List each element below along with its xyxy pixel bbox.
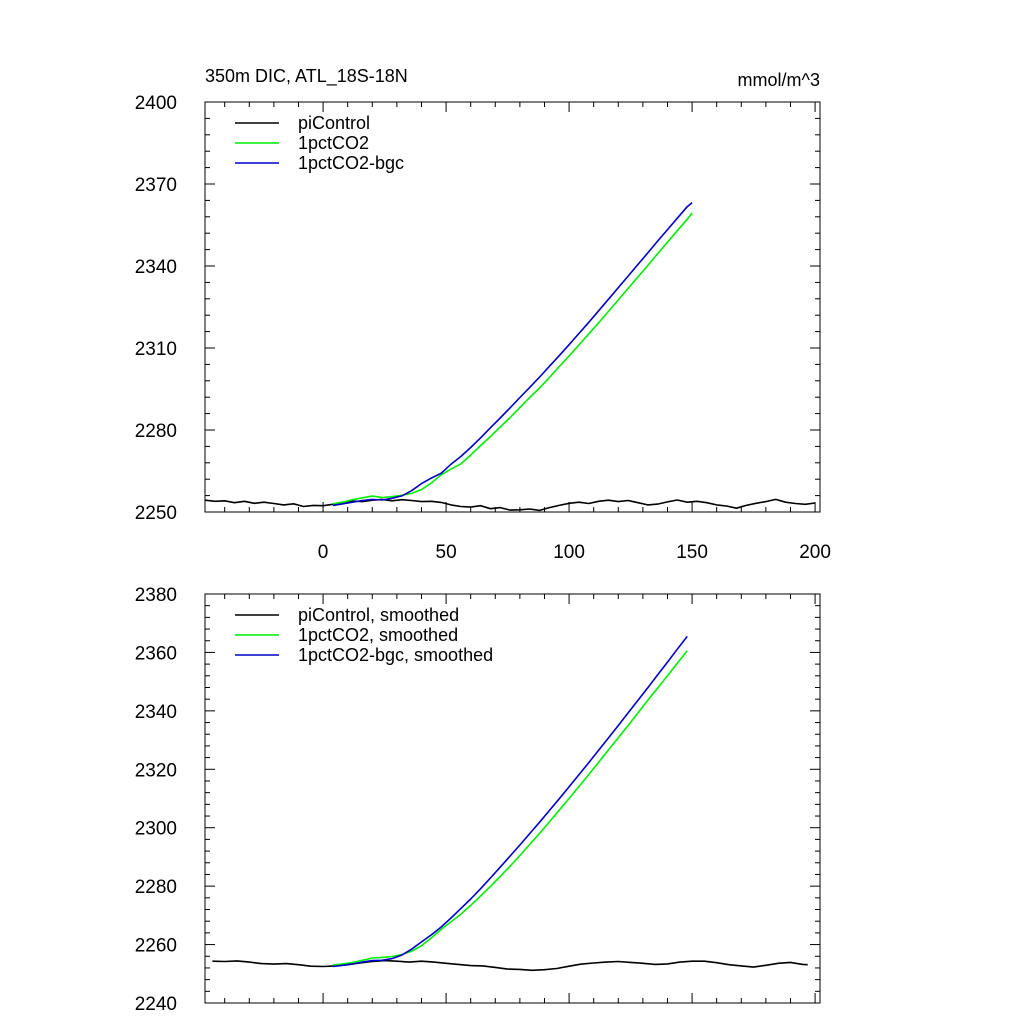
panel-2: 2240 2260 2280 2300 2320 2340 2360 2380 piContro… [135,585,821,1015]
x-tick-label: 0 [318,542,329,563]
series-line-1pctco2 [332,212,693,505]
series-line-picontrol [205,498,816,512]
y-tick-label: 2300 [135,819,177,840]
y-tick-label: 2280 [135,421,177,442]
units-label: mmol/m^3 [738,70,820,90]
y-tick-label: 2340 [135,702,177,723]
y-tick-label: 2360 [135,643,177,664]
x-tick-label: 150 [676,542,708,563]
series-line-picontrol-smoothed [212,959,808,972]
y-tick-label: 2240 [135,994,177,1015]
legend-label-1pctco2-bgc-smoothed: 1pctCO2-bgc, smoothed [298,645,493,665]
plot-frame [204,593,821,1004]
y-tick-label: 2320 [135,760,177,781]
legend-label-1pctco2: 1pctCO2 [298,133,369,153]
legend-label-1pctco2-bgc: 1pctCO2-bgc [298,153,404,173]
legend-label-picontrol-smoothed: piControl, smoothed [298,605,459,625]
legend-label-1pctco2-smoothed: 1pctCO2, smoothed [298,625,458,645]
panel-1: 2250 2280 2310 2340 2370 2400 0 50 100 150 200 350m… [135,66,831,563]
legend-label-picontrol: piControl [298,113,370,133]
y-tick-label: 2250 [135,503,177,524]
series-line-1pctco2-smoothed [332,650,688,966]
plot-frame [204,101,821,513]
x-tick-label: 100 [553,542,585,563]
y-tick-label: 2310 [135,339,177,360]
chart-title: 350m DIC, ATL_18S-18N [205,66,408,87]
series-line-1pctco2-bgc [332,201,693,507]
y-tick-label: 2260 [135,936,177,957]
series-line-1pctco2-bgc-smoothed [332,635,688,968]
y-tick-label: 2370 [135,175,177,196]
x-tick-label: 50 [436,542,457,563]
y-tick-label: 2340 [135,257,177,278]
y-tick-label: 2280 [135,877,177,898]
x-tick-label: 200 [799,542,831,563]
y-tick-label: 2380 [135,585,177,606]
y-tick-label: 2400 [135,93,177,114]
